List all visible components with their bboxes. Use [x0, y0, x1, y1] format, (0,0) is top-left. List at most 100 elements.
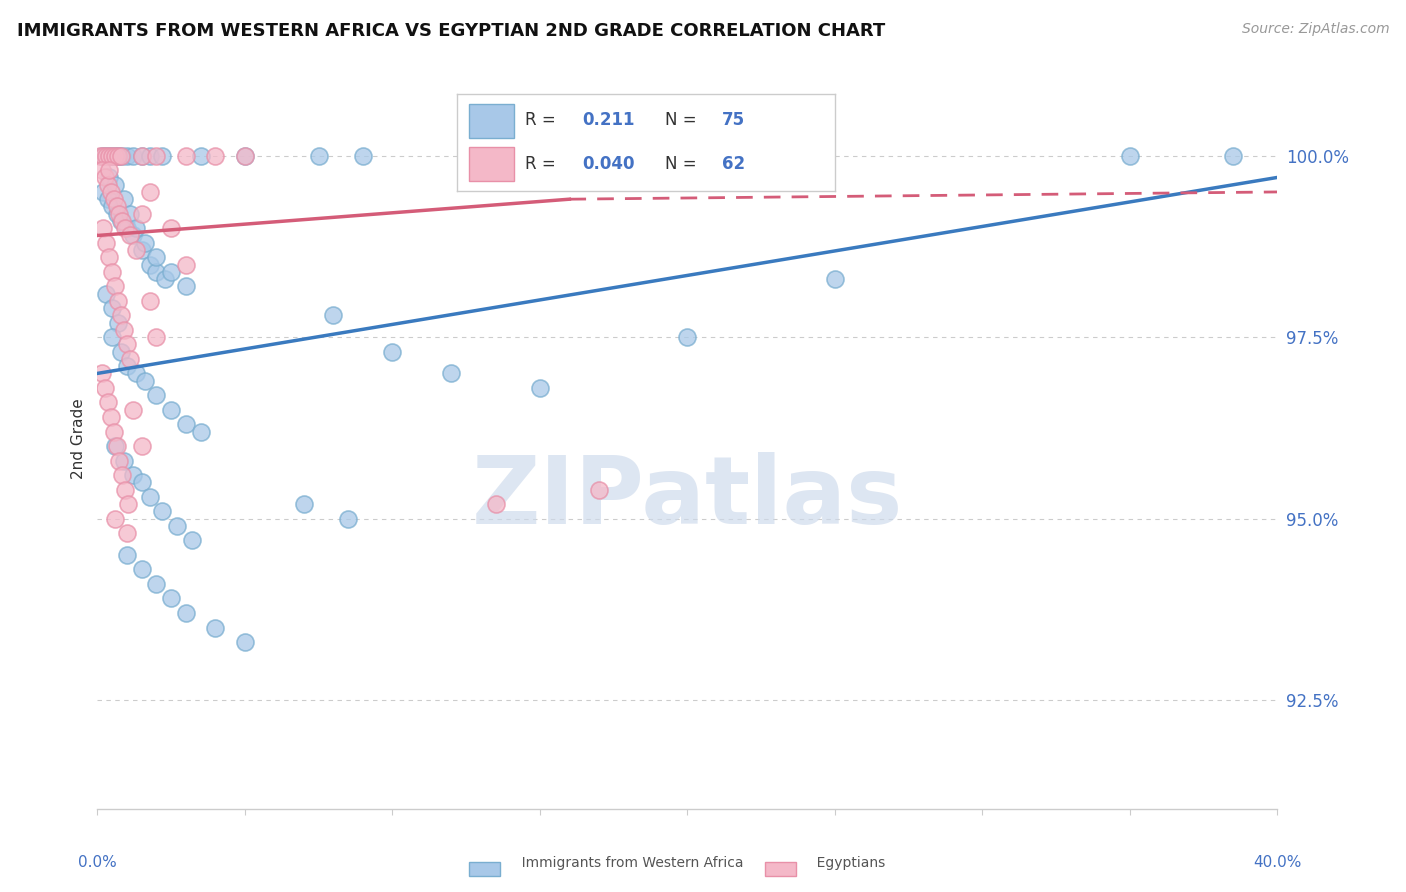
Point — [145, 148, 167, 162]
Point — [105, 199, 128, 213]
Point — [108, 148, 131, 162]
Point — [190, 148, 212, 162]
Point — [155, 272, 177, 286]
Point — [91, 185, 114, 199]
Point — [105, 148, 128, 162]
Point — [101, 301, 124, 315]
Point — [104, 511, 127, 525]
Point — [101, 265, 124, 279]
Point — [174, 279, 197, 293]
Point — [103, 148, 125, 162]
Point — [139, 148, 162, 162]
Point — [103, 192, 125, 206]
Point — [174, 606, 197, 620]
Point — [103, 425, 125, 439]
Point — [131, 207, 153, 221]
Point — [308, 148, 330, 162]
Point — [121, 468, 143, 483]
Point — [110, 148, 132, 162]
Point — [190, 425, 212, 439]
Point — [91, 221, 114, 235]
Point — [139, 293, 162, 308]
Point — [145, 388, 167, 402]
Point — [160, 591, 183, 606]
Text: Immigrants from Western Africa: Immigrants from Western Africa — [491, 856, 744, 870]
Point — [233, 148, 256, 162]
Point — [233, 635, 256, 649]
Point — [110, 309, 132, 323]
Point — [115, 548, 138, 562]
Point — [150, 148, 173, 162]
Point — [89, 148, 111, 162]
Point — [96, 286, 118, 301]
Text: Source: ZipAtlas.com: Source: ZipAtlas.com — [1241, 22, 1389, 37]
Point — [104, 148, 127, 162]
Point — [105, 207, 128, 221]
Text: 40.0%: 40.0% — [1253, 855, 1302, 870]
Point — [233, 148, 256, 162]
Point — [174, 417, 197, 432]
Point — [110, 344, 132, 359]
Point — [125, 221, 148, 235]
Point — [160, 402, 183, 417]
Point — [93, 148, 115, 162]
Point — [115, 148, 138, 162]
Point — [121, 402, 143, 417]
Point — [108, 453, 131, 467]
Point — [131, 475, 153, 490]
Point — [111, 468, 134, 483]
Point — [174, 258, 197, 272]
Point — [134, 235, 156, 250]
Point — [174, 148, 197, 162]
Point — [107, 148, 129, 162]
Text: IMMIGRANTS FROM WESTERN AFRICA VS EGYPTIAN 2ND GRADE CORRELATION CHART: IMMIGRANTS FROM WESTERN AFRICA VS EGYPTI… — [17, 22, 886, 40]
Point — [160, 221, 183, 235]
Point — [98, 250, 121, 264]
Point — [90, 148, 112, 162]
Text: ZIPatlas: ZIPatlas — [472, 452, 903, 544]
Point — [118, 228, 141, 243]
Point — [110, 214, 132, 228]
Point — [114, 483, 136, 497]
Text: 0.0%: 0.0% — [77, 855, 117, 870]
Point — [337, 511, 360, 525]
Point — [1119, 148, 1142, 162]
Point — [93, 381, 115, 395]
Point — [115, 359, 138, 373]
Point — [145, 250, 167, 264]
Point — [108, 207, 131, 221]
Point — [529, 381, 551, 395]
Point — [115, 221, 138, 235]
Point — [125, 243, 148, 257]
Point — [104, 178, 127, 192]
Point — [292, 497, 315, 511]
Point — [150, 504, 173, 518]
Point — [114, 221, 136, 235]
Point — [322, 309, 344, 323]
Point — [93, 170, 115, 185]
Point — [121, 148, 143, 162]
Point — [112, 323, 135, 337]
Point — [115, 526, 138, 541]
Point — [352, 148, 374, 162]
Point — [97, 178, 120, 192]
Point — [100, 409, 122, 424]
Point — [204, 148, 226, 162]
Point — [676, 330, 699, 344]
Point — [180, 533, 202, 548]
Point — [98, 163, 121, 178]
Point — [440, 367, 463, 381]
Point — [121, 228, 143, 243]
Point — [97, 192, 120, 206]
Point — [131, 148, 153, 162]
Point — [100, 148, 122, 162]
Point — [118, 351, 141, 366]
Point — [485, 497, 508, 511]
Point — [145, 330, 167, 344]
Point — [139, 258, 162, 272]
Point — [90, 163, 112, 178]
Point — [125, 367, 148, 381]
Point — [115, 337, 138, 351]
Point — [98, 170, 121, 185]
Point — [131, 148, 153, 162]
